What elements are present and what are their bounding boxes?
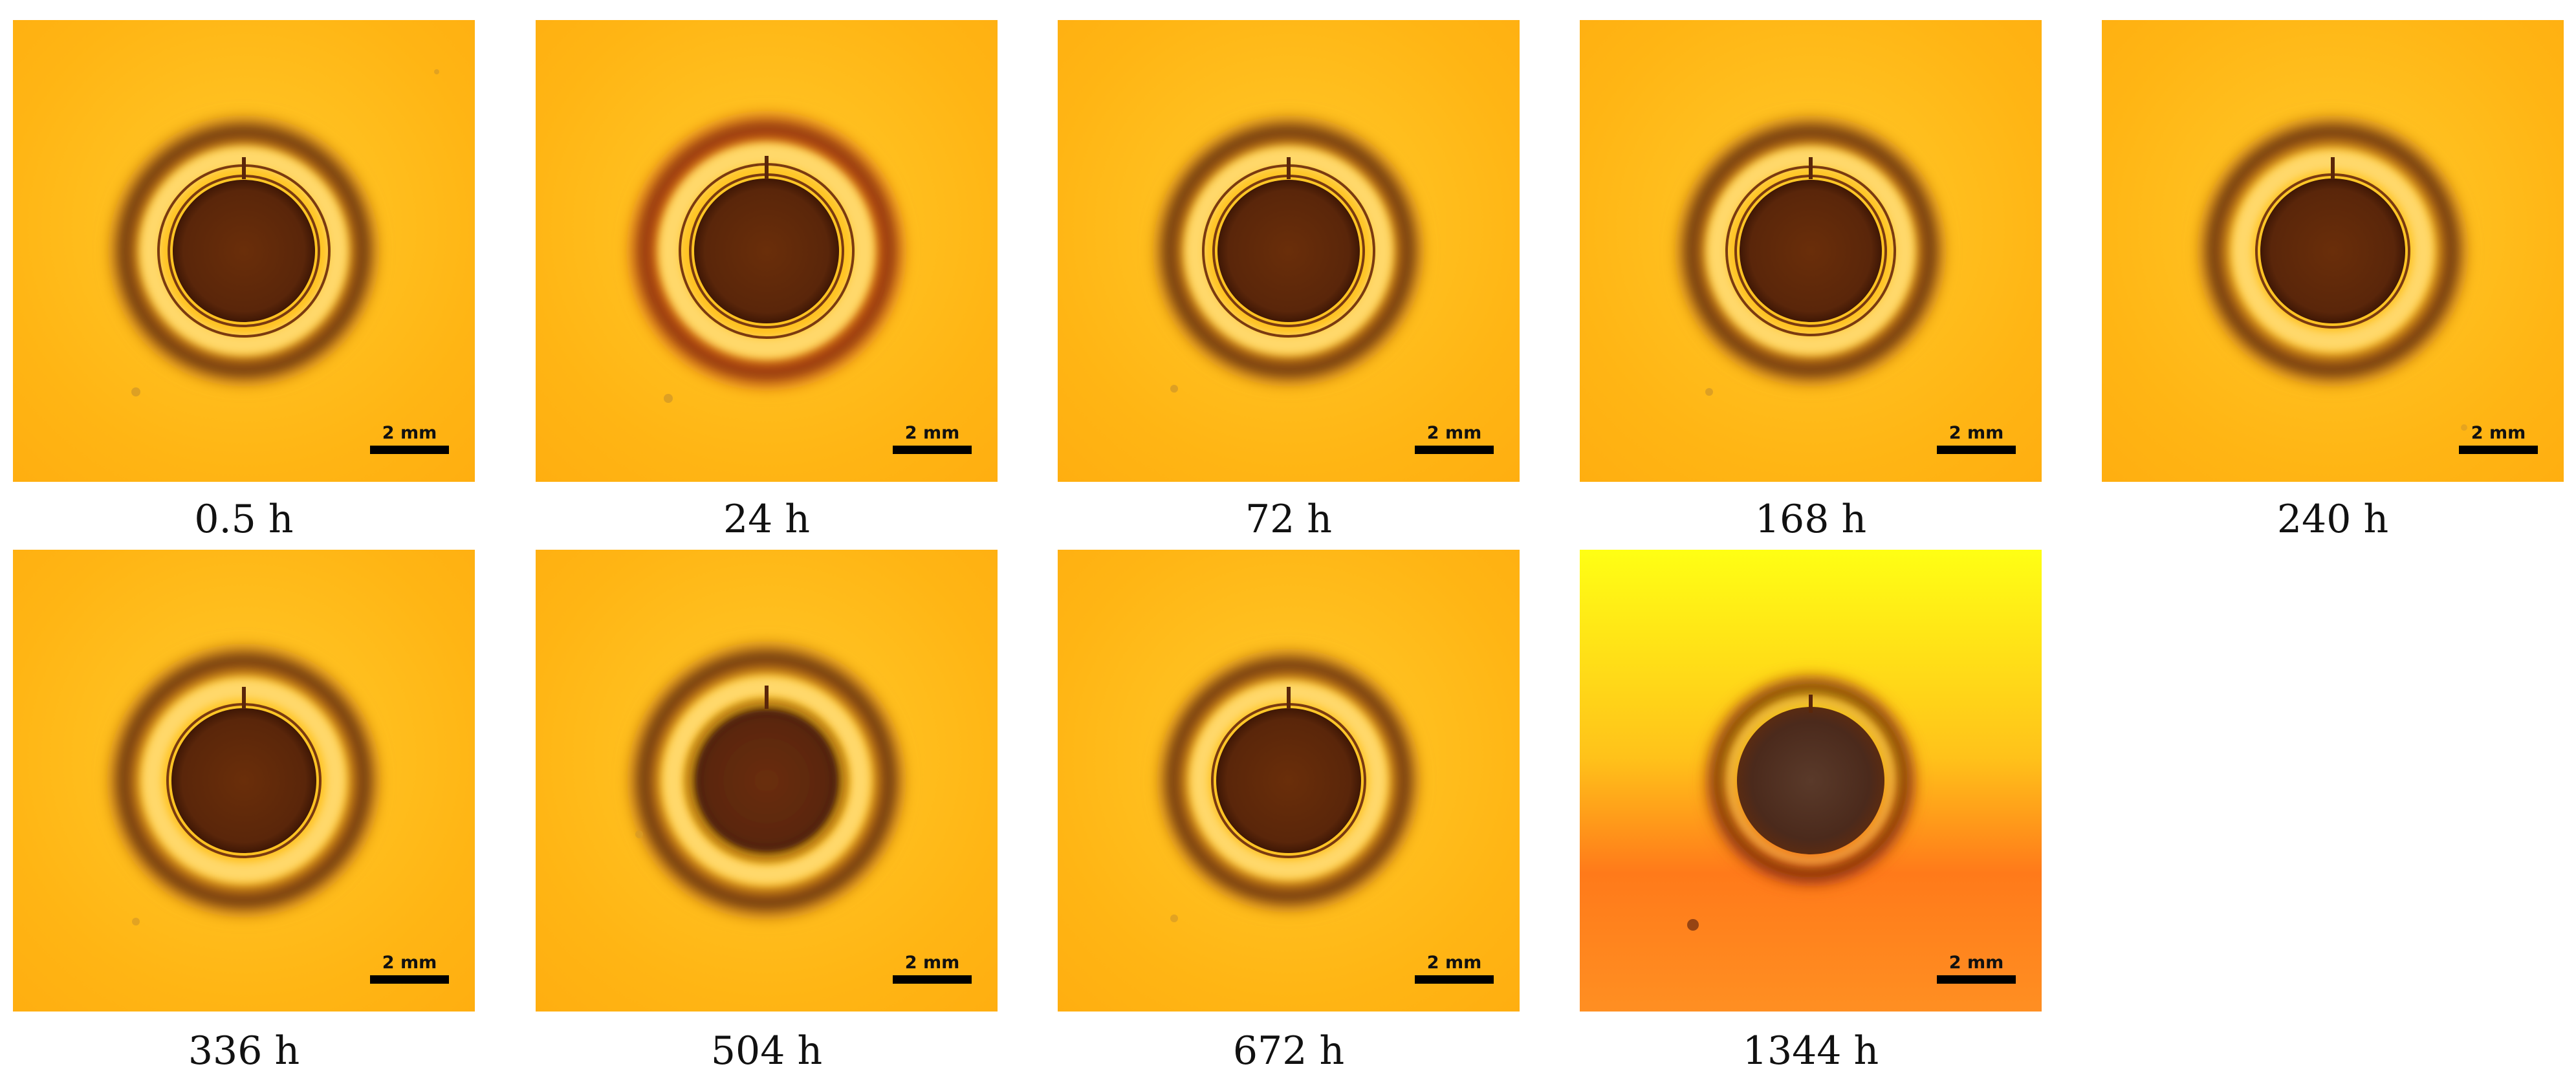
scale-bar: 2 mm [1415,424,1494,456]
scale-bar: 2 mm [893,953,972,986]
scale-bar-label: 2 mm [904,953,960,973]
scale-bar: 2 mm [893,424,972,456]
microscope-image [1058,550,1520,1012]
panel-caption: 240 h [2276,497,2389,542]
panel-caption: 672 h [1232,1028,1345,1074]
scale-bar: 2 mm [370,424,449,456]
scale-bar-line [370,975,449,984]
scale-bar-line [893,446,972,454]
scale-bar: 2 mm [1937,953,2016,986]
image-panel-24h: 2 mm [536,20,998,482]
panel-caption: 0.5 h [194,497,294,542]
panel-caption: 168 h [1754,497,1867,542]
scale-bar-line [370,446,449,454]
scale-bar-line [2459,446,2538,454]
scale-bar-label: 2 mm [1426,953,1482,973]
microscope-image [2102,20,2564,482]
image-panel-168h: 2 mm [1580,20,2042,482]
image-panel-0-5h: 2 mm [13,20,475,482]
scale-bar-label: 2 mm [382,953,437,973]
microscope-image [13,20,475,482]
scale-bar-line [893,975,972,984]
scale-bar-line [1937,975,2016,984]
scale-bar-label: 2 mm [904,423,960,443]
scale-bar-label: 2 mm [1426,423,1482,443]
image-panel-672h: 2 mm [1058,550,1520,1012]
scale-bar-label: 2 mm [1948,423,2004,443]
image-panel-72h: 2 mm [1058,20,1520,482]
microscope-image [1580,20,2042,482]
scale-bar: 2 mm [2459,424,2538,456]
panel-caption: 1344 h [1742,1028,1879,1074]
image-panel-336h: 2 mm [13,550,475,1012]
image-panel-240h: 2 mm [2102,20,2564,482]
scale-bar-line [1937,446,2016,454]
panel-caption: 336 h [188,1028,300,1074]
microscope-image [13,550,475,1012]
microscope-image [536,20,998,482]
microscope-image [536,550,998,1012]
panel-caption: 72 h [1245,497,1333,542]
image-panel-1344h: 2 mm [1580,550,2042,1012]
microscope-image [1058,20,1520,482]
panel-caption: 24 h [723,497,811,542]
panel-caption: 504 h [710,1028,823,1074]
image-panel-504h: 2 mm [536,550,998,1012]
microscope-image [1580,550,2042,1012]
scale-bar-label: 2 mm [382,423,437,443]
scale-bar-line [1415,446,1494,454]
scale-bar: 2 mm [1415,953,1494,986]
scale-bar: 2 mm [1937,424,2016,456]
scale-bar-label: 2 mm [1948,953,2004,973]
scale-bar: 2 mm [370,953,449,986]
scale-bar-label: 2 mm [2471,423,2526,443]
scale-bar-line [1415,975,1494,984]
